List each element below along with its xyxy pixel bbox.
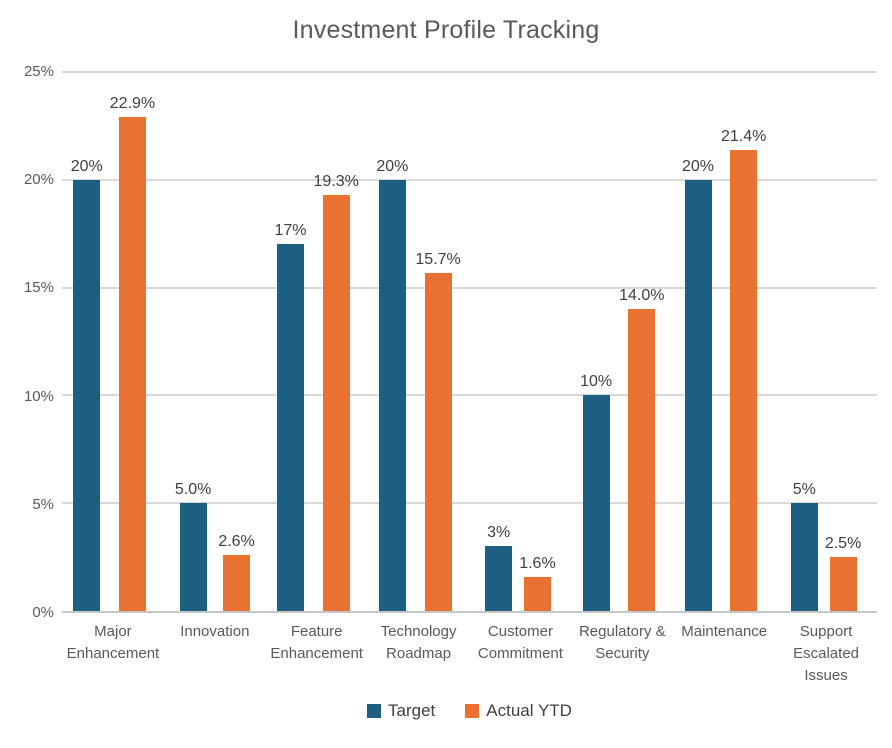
chart-title: Investment Profile Tracking (292, 16, 600, 44)
category-label: Regulatory & Security (578, 623, 666, 662)
bars-pair: 20% 22.9% (62, 72, 164, 611)
y-tick-label: 15% (23, 279, 54, 297)
gridline (62, 502, 877, 505)
bar (523, 576, 551, 611)
bar-with-label: 2.6% (218, 72, 255, 611)
bar (378, 179, 406, 611)
bar-group: 20% 22.9% (62, 72, 164, 611)
bars-pair: 3% 1.6% (470, 72, 572, 611)
bars-pair: 20% 21.4% (673, 72, 775, 611)
gridline (62, 394, 877, 397)
bar (73, 179, 101, 611)
bar-group: 20% 21.4% (673, 72, 775, 611)
bar-with-label: 5.0% (175, 72, 211, 611)
legend-swatch (367, 704, 382, 718)
legend-item: Actual YTD (465, 701, 572, 721)
bars-pair: 20% 15.7% (368, 72, 470, 611)
category-label: Support Escalated Issues (793, 623, 859, 684)
bar-group: 5% 2.5% (775, 72, 877, 611)
y-tick-label: 20% (23, 171, 54, 189)
value-label: 14.0% (619, 287, 665, 305)
x-axis: Major Enhancement Innovation Feature Enhan… (62, 621, 877, 686)
legend-label: Actual YTD (486, 701, 572, 720)
bar (322, 194, 350, 611)
bar-with-label: 10% (580, 72, 612, 611)
bar (684, 179, 712, 611)
bar (582, 395, 610, 611)
y-tick-label: 0% (32, 604, 54, 621)
value-label: 22.9% (109, 95, 156, 113)
value-label: 17% (274, 222, 307, 240)
bar-with-label: 20% (376, 72, 408, 611)
bar-with-label: 22.9% (110, 72, 155, 611)
legend: Target Actual YTD (62, 701, 877, 721)
category-label: Maintenance (681, 623, 768, 640)
bar (628, 309, 656, 611)
bar-with-label: 1.6% (519, 72, 556, 611)
plot-area: 20% 22.9% 5.0% 2.6% 17% 19.3% 20% 15.7% 3% 1.6% 10… (62, 71, 877, 613)
value-label: 21.4% (721, 127, 767, 145)
bars-pair: 5% 2.5% (775, 72, 877, 611)
value-label: 2.5% (824, 535, 862, 553)
bar-with-label: 17% (274, 72, 307, 611)
value-label: 20% (70, 157, 103, 175)
bar (424, 272, 452, 611)
bar-with-label: 3% (485, 72, 513, 611)
category-label: Major Enhancement (66, 623, 160, 662)
bar (179, 503, 207, 611)
value-label: 20% (376, 157, 409, 175)
bar (118, 117, 146, 611)
bar-group: 3% 1.6% (470, 72, 572, 611)
bar (730, 149, 758, 611)
value-label: 3% (487, 524, 511, 542)
bar-with-label: 20% (71, 72, 103, 611)
gridline (62, 178, 877, 181)
value-label: 5% (792, 481, 816, 499)
bar-with-label: 15.7% (415, 72, 461, 611)
bar (829, 557, 857, 611)
bar-with-label: 21.4% (721, 72, 766, 611)
bar-with-label: 5% (790, 72, 818, 611)
bar-group: 10% 14.0% (571, 72, 673, 611)
bars-pair: 5.0% 2.6% (164, 72, 266, 611)
bar (485, 546, 513, 611)
y-axis: 0% 5% 10% 15% 20% 25% (0, 63, 54, 621)
legend-label: Target (388, 701, 436, 720)
bar (790, 503, 818, 611)
gridline (62, 286, 877, 289)
category-label: Technology Roadmap (380, 623, 457, 662)
bar (223, 554, 251, 611)
bar-group: 17% 19.3% (266, 72, 368, 611)
bar (277, 244, 304, 611)
value-label: 2.6% (218, 532, 255, 550)
category-label: Customer Commitment (477, 623, 563, 662)
bar-group: 20% 15.7% (368, 72, 470, 611)
value-label: 19.3% (313, 172, 359, 190)
bar-groups-container: 20% 22.9% 5.0% 2.6% 17% 19.3% 20% 15.7% 3% 1.6% 10… (62, 72, 877, 611)
bar-with-label: 14.0% (619, 72, 665, 611)
bars-pair: 10% 14.0% (571, 72, 673, 611)
bar-group: 5.0% 2.6% (164, 72, 266, 611)
category-label: Innovation (180, 623, 250, 640)
bar-with-label: 19.3% (314, 72, 359, 611)
bars-pair: 17% 19.3% (266, 72, 368, 611)
y-tick-label: 25% (23, 63, 54, 80)
value-label: 10% (580, 373, 613, 391)
bar-with-label: 20% (682, 72, 714, 611)
category-label: Feature Enhancement (270, 623, 363, 662)
value-label: 15.7% (415, 250, 461, 268)
value-label: 20% (681, 157, 715, 175)
legend-item: Target (367, 701, 435, 721)
legend-swatch (465, 704, 480, 718)
y-tick-label: 5% (32, 495, 54, 513)
value-label: 1.6% (519, 554, 556, 572)
y-tick-label: 10% (23, 387, 54, 405)
value-label: 5.0% (174, 481, 212, 499)
bar-with-label: 2.5% (825, 72, 861, 611)
gridline (62, 71, 877, 73)
